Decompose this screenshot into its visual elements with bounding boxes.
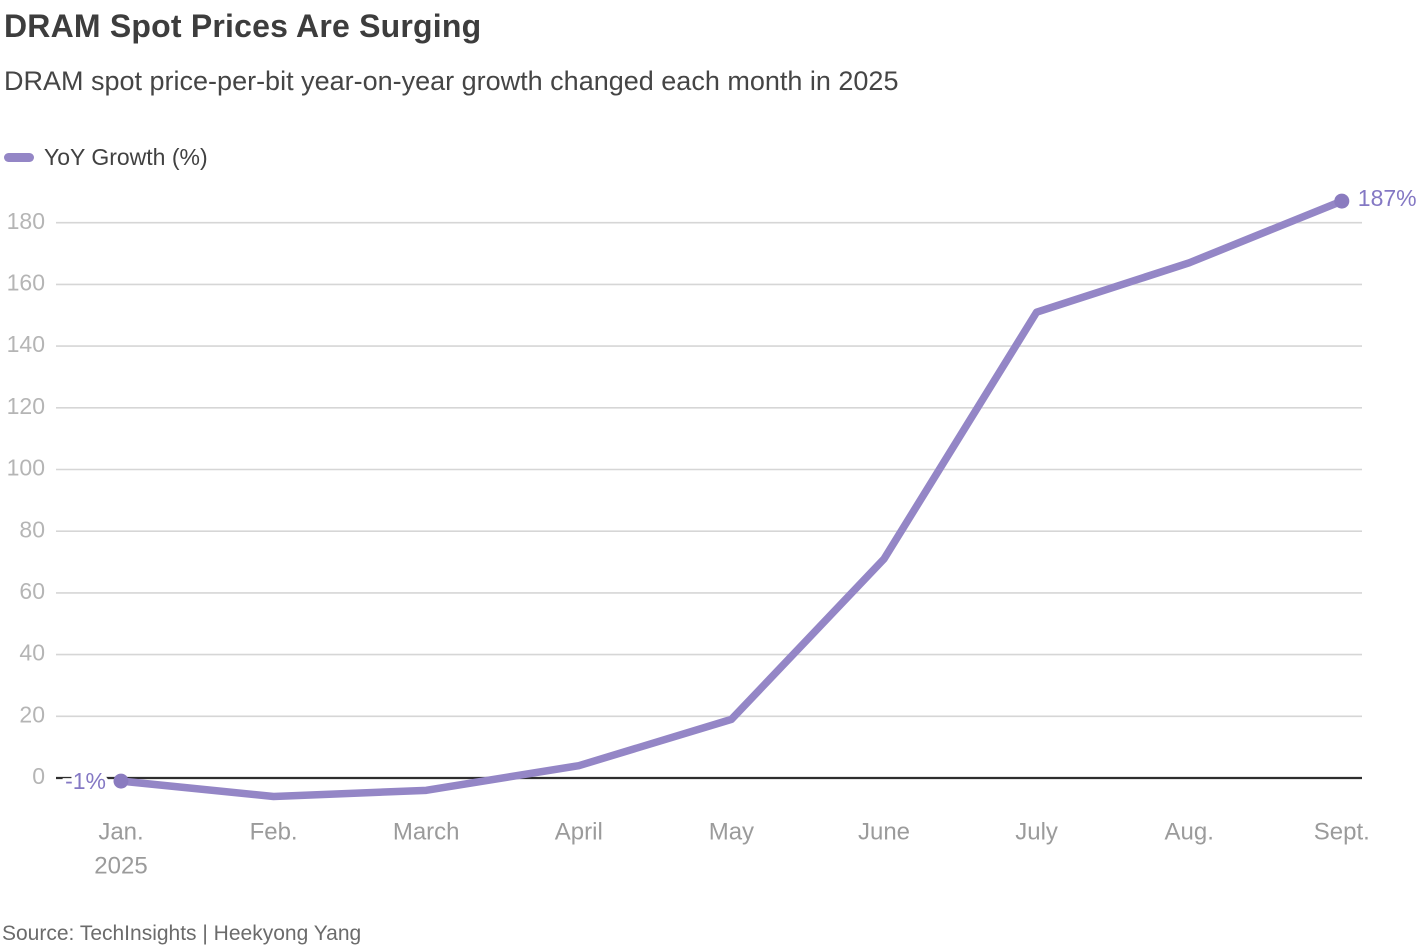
y-axis-tick-label: 100 bbox=[7, 455, 45, 481]
y-axis-tick-label: 0 bbox=[32, 763, 45, 789]
y-axis-tick-label: 120 bbox=[7, 393, 45, 419]
x-axis-tick-label: Jan. bbox=[98, 818, 143, 845]
yoy-growth-line bbox=[117, 197, 1346, 801]
x-axis-tick-label: March bbox=[393, 818, 460, 845]
source-credit: Source: TechInsights | Heekyong Yang bbox=[2, 922, 362, 945]
x-axis-tick-label: June bbox=[858, 818, 910, 845]
first-point-marker bbox=[113, 773, 129, 789]
y-axis-tick-label: 20 bbox=[19, 701, 45, 727]
first-point-label: -1% bbox=[65, 768, 106, 794]
x-axis-tick-label: July bbox=[1015, 818, 1058, 845]
legend-swatch-icon bbox=[4, 153, 34, 162]
legend: YoY Growth (%) bbox=[4, 144, 208, 171]
y-axis-tick-label: 40 bbox=[19, 640, 45, 666]
page-title: DRAM Spot Prices Are Surging bbox=[4, 8, 482, 44]
x-axis-year-label: 2025 bbox=[94, 852, 147, 879]
line-chart: 0 20 40 60 80 100 120 140 160 180 Jan. Feb. March Apr… bbox=[7, 185, 1420, 879]
chart-subtitle: DRAM spot price-per-bit year-on-year gro… bbox=[4, 66, 899, 96]
x-axis-tick-label: Aug. bbox=[1165, 818, 1214, 845]
y-axis-tick-label: 160 bbox=[7, 269, 45, 295]
last-point-marker bbox=[1334, 193, 1350, 209]
x-axis-tick-label: Feb. bbox=[250, 818, 298, 845]
y-axis-tick-label: 180 bbox=[7, 208, 45, 234]
x-axis-tick-label: Sept. bbox=[1314, 818, 1370, 845]
y-axis-tick-label: 80 bbox=[19, 516, 45, 542]
last-point-label: 187% bbox=[1358, 185, 1417, 211]
legend-label: YoY Growth (%) bbox=[44, 144, 208, 170]
x-axis-tick-label: May bbox=[709, 818, 754, 845]
y-axis-tick-label: 60 bbox=[19, 578, 45, 604]
x-axis-tick-label: April bbox=[555, 818, 603, 845]
y-axis-tick-label: 140 bbox=[7, 331, 45, 357]
